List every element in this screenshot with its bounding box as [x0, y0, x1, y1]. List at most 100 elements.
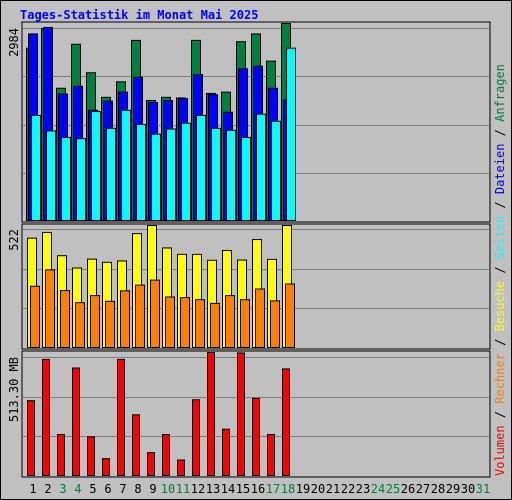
bar-volumen-3 — [57, 434, 65, 476]
bar-rechner-15 — [240, 299, 250, 349]
bar-rechner-12 — [195, 299, 205, 349]
bar-seiten-18 — [286, 47, 296, 221]
x-tick-label: 22 — [341, 482, 355, 496]
legend-seiten: Seiten — [493, 216, 507, 259]
legend-besuche: Besuche — [493, 281, 507, 332]
chart-title: Tages-Statistik im Monat Mai 2025 — [20, 8, 259, 22]
bar-seiten-12 — [196, 114, 206, 221]
bar-rechner-16 — [255, 288, 265, 348]
bar-seiten-16 — [256, 113, 266, 221]
x-tick-label: 1 — [29, 482, 36, 496]
bar-volumen-11 — [177, 459, 185, 476]
bar-rechner-17 — [270, 300, 280, 348]
bar-seiten-15 — [241, 136, 251, 221]
legend-separator: / — [493, 404, 507, 426]
x-tick-label: 25 — [386, 482, 400, 496]
bar-rechner-5 — [90, 295, 100, 349]
bar-seiten-11 — [181, 122, 191, 221]
bar-rechner-6 — [105, 300, 115, 348]
x-tick-label: 31 — [476, 482, 490, 496]
x-tick-label: 6 — [104, 482, 111, 496]
bar-volumen-12 — [192, 399, 200, 477]
bar-rechner-13 — [210, 302, 220, 348]
x-tick-label: 5 — [89, 482, 96, 496]
legend-separator: / — [493, 331, 507, 353]
x-tick-label: 27 — [416, 482, 430, 496]
x-tick-label: 29 — [446, 482, 460, 496]
bar-seiten-5 — [91, 111, 101, 221]
bar-volumen-10 — [162, 434, 170, 476]
x-tick-label: 24 — [371, 482, 385, 496]
x-tick-label: 2 — [44, 482, 51, 496]
bar-volumen-6 — [102, 458, 110, 476]
bar-volumen-14 — [222, 428, 230, 477]
bar-seiten-7 — [121, 109, 131, 221]
bar-volumen-2 — [42, 358, 50, 477]
bar-rechner-2 — [45, 269, 55, 349]
x-tick-label: 28 — [431, 482, 445, 496]
x-tick-label: 8 — [134, 482, 141, 496]
bar-rechner-7 — [120, 290, 130, 349]
bar-volumen-15 — [237, 352, 245, 477]
bar-rechner-8 — [135, 284, 145, 348]
x-tick-label: 12 — [191, 482, 205, 496]
bar-rechner-9 — [150, 279, 160, 348]
bar-volumen-1 — [27, 400, 35, 476]
bar-seiten-9 — [151, 133, 161, 221]
bar-volumen-18 — [282, 368, 290, 476]
legend-dateien: Dateien — [493, 144, 507, 195]
x-tick-label: 9 — [149, 482, 156, 496]
x-tick-label: 13 — [206, 482, 220, 496]
legend-separator: / — [493, 259, 507, 281]
bar-seiten-2 — [46, 130, 56, 222]
bar-rechner-3 — [60, 290, 70, 349]
panel-1-ymax-label: 2984 — [7, 28, 21, 57]
bar-volumen-4 — [72, 367, 80, 476]
legend-separator: / — [493, 194, 507, 216]
x-tick-label: 20 — [311, 482, 325, 496]
bar-rechner-10 — [165, 296, 175, 348]
bar-volumen-7 — [117, 358, 125, 477]
bar-seiten-17 — [271, 120, 281, 221]
bar-volumen-16 — [252, 397, 260, 476]
bar-seiten-3 — [61, 136, 71, 221]
legend-separator: / — [493, 122, 507, 144]
bar-seiten-8 — [136, 123, 146, 221]
legend-volumen: Volumen — [493, 425, 507, 476]
x-tick-label: 4 — [74, 482, 81, 496]
bar-seiten-4 — [76, 138, 86, 221]
x-tick-label: 21 — [326, 482, 340, 496]
bar-seiten-14 — [226, 129, 236, 221]
x-tick-label: 10 — [161, 482, 175, 496]
x-tick-label: 23 — [356, 482, 370, 496]
bar-seiten-13 — [211, 127, 221, 221]
x-tick-label: 7 — [119, 482, 126, 496]
bar-volumen-17 — [267, 434, 275, 476]
bar-seiten-10 — [166, 128, 176, 221]
x-tick-label: 15 — [236, 482, 250, 496]
x-tick-label: 18 — [281, 482, 295, 496]
bar-seiten-6 — [106, 127, 116, 221]
bar-volumen-8 — [132, 414, 140, 477]
bar-rechner-18 — [285, 283, 295, 349]
x-tick-label: 3 — [59, 482, 66, 496]
panel-2-ymax-label: 522 — [7, 229, 21, 251]
x-tick-label: 19 — [296, 482, 310, 496]
bar-rechner-11 — [180, 297, 190, 349]
x-tick-label: 11 — [176, 482, 190, 496]
bar-volumen-5 — [87, 436, 95, 476]
legend: Volumen / Rechner / Besuche / Seiten / D… — [493, 64, 507, 476]
x-tick-label: 16 — [251, 482, 265, 496]
bar-rechner-1 — [30, 285, 40, 349]
panel-3-ymax-label: 513.30 MB — [7, 357, 21, 422]
bar-rechner-4 — [75, 302, 85, 348]
bar-volumen-13 — [207, 352, 215, 476]
bar-rechner-14 — [225, 295, 235, 349]
bar-seiten-1 — [31, 114, 41, 221]
legend-rechner: Rechner — [493, 353, 507, 404]
x-tick-label: 14 — [221, 482, 235, 496]
x-tick-label: 17 — [266, 482, 280, 496]
bar-volumen-9 — [147, 452, 155, 477]
x-tick-label: 26 — [401, 482, 415, 496]
